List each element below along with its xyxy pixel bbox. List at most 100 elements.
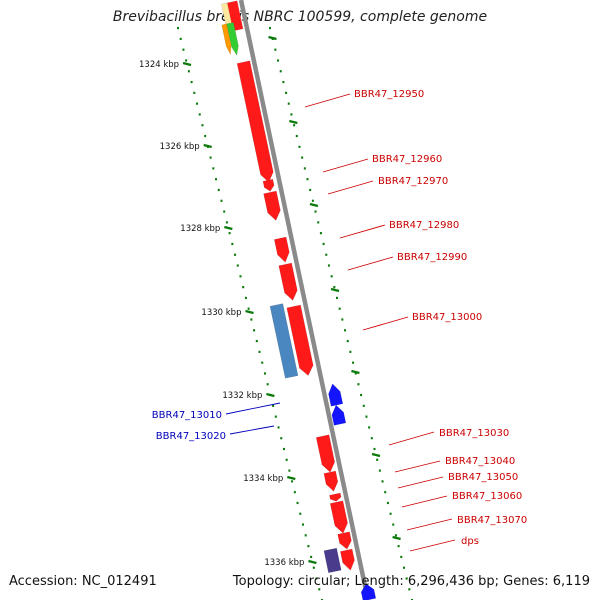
leader-line bbox=[339, 224, 386, 239]
ruler-dot bbox=[307, 545, 310, 548]
ruler-dot bbox=[193, 91, 196, 94]
ruler-dots bbox=[177, 27, 413, 600]
ruler-dot bbox=[408, 588, 411, 591]
ruler-dot bbox=[228, 232, 231, 235]
gene-label: BBR47_13060 bbox=[452, 491, 522, 502]
major-tick bbox=[287, 475, 296, 481]
ruler-dot bbox=[239, 275, 242, 278]
ruler-dot bbox=[204, 134, 207, 138]
genome-summary-text: Topology: circular; Length: 6,296,436 bp… bbox=[232, 574, 590, 589]
ruler-dot bbox=[389, 512, 392, 515]
ruler-dot bbox=[187, 70, 190, 73]
tick-label: 1334 kbp bbox=[243, 474, 283, 484]
leader-line bbox=[229, 425, 275, 435]
outer-tick bbox=[330, 287, 340, 293]
leader-line bbox=[409, 539, 456, 552]
ruler-dot bbox=[225, 221, 228, 224]
ruler-dot bbox=[298, 145, 301, 148]
ruler-dot bbox=[315, 577, 318, 580]
ruler-dot bbox=[381, 480, 384, 483]
ruler-dot bbox=[253, 329, 256, 332]
outer-tick bbox=[351, 369, 360, 375]
ruler-dot bbox=[234, 253, 237, 256]
gene-label: BBR47_12980 bbox=[389, 220, 459, 231]
ruler-dot bbox=[365, 415, 368, 418]
leader-line bbox=[397, 476, 444, 489]
outer-tick bbox=[371, 452, 381, 458]
ruler-dot bbox=[338, 307, 341, 310]
ruler-dot bbox=[400, 555, 403, 559]
ruler-dot bbox=[274, 415, 277, 418]
gene-arrow-BBR47_13010 bbox=[328, 383, 344, 407]
major-tick bbox=[266, 392, 275, 398]
leader-line bbox=[394, 460, 441, 473]
ruler-dot bbox=[394, 534, 397, 537]
ruler-dot bbox=[288, 469, 291, 472]
gene-arrow-dps bbox=[340, 548, 355, 571]
ruler-dot bbox=[312, 566, 315, 569]
ruler-dot bbox=[378, 469, 381, 472]
feature-dark bbox=[323, 547, 342, 574]
gene-arrow bbox=[226, 22, 239, 57]
ruler-dot bbox=[198, 113, 201, 116]
leader-line bbox=[322, 158, 369, 173]
ruler-dot bbox=[177, 27, 179, 30]
ruler-dot bbox=[330, 275, 333, 278]
ruler-dot bbox=[402, 566, 405, 569]
ruler-dot bbox=[386, 501, 389, 505]
ruler-dot bbox=[301, 156, 304, 159]
kbp-ticks: 1324 kbp 1326 kbp 1328 kbp 1330 kbp 1332 kbp… bbox=[139, 35, 401, 568]
gene-label: BBR47_12990 bbox=[397, 252, 467, 263]
ruler-dot bbox=[272, 404, 275, 407]
ruler-dot bbox=[282, 80, 285, 84]
major-tick bbox=[308, 559, 317, 565]
ruler-dot bbox=[317, 221, 320, 224]
gene-arrow-BBR47_12980 bbox=[273, 236, 290, 263]
gene-label: BBR47_13010 bbox=[152, 410, 222, 421]
major-tick bbox=[203, 143, 212, 149]
ruler-dot bbox=[384, 491, 387, 494]
outer-tick bbox=[309, 202, 319, 208]
ruler-dot bbox=[290, 113, 293, 116]
leader-line bbox=[401, 495, 448, 508]
gene-label: BBR47_13030 bbox=[439, 428, 509, 439]
gene-arrow-BBR47_13050 bbox=[329, 492, 342, 502]
ruler-dot bbox=[266, 383, 269, 386]
ruler-dot bbox=[370, 437, 373, 440]
leader-line bbox=[388, 431, 435, 446]
leader-line bbox=[347, 256, 394, 271]
ruler-dot bbox=[212, 167, 215, 170]
ruler-dot bbox=[220, 199, 223, 202]
gene-label: BBR47_12950 bbox=[354, 89, 424, 100]
ruler-dot bbox=[306, 178, 309, 181]
ruler-dot bbox=[196, 102, 199, 105]
gene-arrow-BBR47_13040 bbox=[323, 470, 339, 492]
ruler-dot bbox=[293, 124, 296, 127]
ruler-dot bbox=[223, 210, 226, 213]
leader-line bbox=[327, 180, 374, 195]
gene-arrow bbox=[221, 23, 232, 56]
gene-label: BBR47_13070 bbox=[457, 515, 527, 526]
gene-label: BBR47_12960 bbox=[372, 154, 442, 165]
ruler-dot bbox=[231, 242, 234, 246]
ruler-dot bbox=[279, 70, 282, 73]
ruler-dot bbox=[397, 545, 400, 548]
ruler-dot bbox=[341, 318, 344, 321]
leader-line bbox=[406, 518, 453, 531]
gene-arrow-BBR47_12990 bbox=[278, 262, 298, 301]
ruler-dot bbox=[247, 307, 250, 310]
ruler-dot bbox=[242, 286, 245, 289]
ruler-dot bbox=[309, 188, 312, 192]
gene-arrow-BBR47_13030 bbox=[315, 434, 336, 473]
ruler-dot bbox=[255, 339, 258, 343]
gene-arrow-BBR47_13070 bbox=[337, 531, 352, 550]
ruler-dot bbox=[209, 156, 212, 159]
major-tick bbox=[245, 309, 254, 315]
ruler-dot bbox=[282, 447, 285, 451]
map-title: Brevibacillus brevis NBRC 100599, comple… bbox=[112, 9, 488, 25]
ruler-dot bbox=[190, 80, 193, 84]
rna-feature bbox=[269, 303, 299, 379]
accession-text: Accession: NC_012491 bbox=[9, 574, 157, 589]
